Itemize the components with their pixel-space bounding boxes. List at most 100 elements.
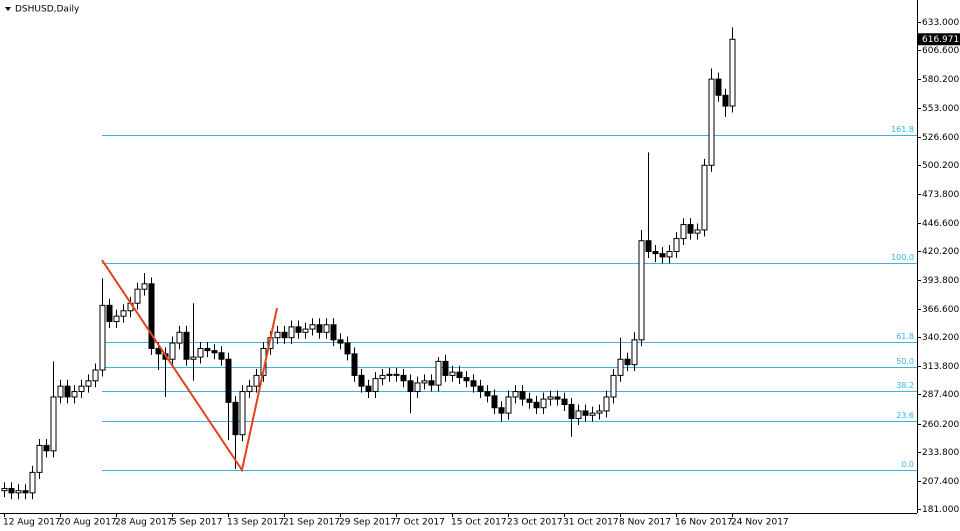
candle-body (288, 326, 295, 339)
candle-body (645, 240, 652, 252)
candle-body (694, 229, 701, 234)
x-tick-label: 24 Nov 2017 (731, 518, 789, 528)
fibo-label: 50.0 (896, 357, 914, 366)
candle-body (113, 315, 120, 323)
candle-body (141, 283, 148, 290)
candle-body (57, 385, 64, 398)
candle-body (246, 385, 253, 393)
candle-body (568, 403, 575, 419)
y-tick-label: 393.800 (922, 276, 959, 286)
candle-body (442, 360, 449, 376)
candle-body (393, 373, 400, 376)
candle-body (421, 380, 428, 384)
candle-body (652, 250, 659, 255)
candle-body (470, 380, 477, 387)
candle-body (638, 240, 645, 341)
candle-body (323, 324, 330, 333)
candle-body (351, 353, 358, 376)
y-tick-label: 553.000 (922, 104, 959, 114)
candle-body (36, 444, 43, 473)
candle-body (680, 224, 687, 240)
candle-body (575, 410, 582, 419)
y-tick-label: 207.400 (922, 477, 959, 487)
candle-body (337, 339, 344, 344)
price-label-bg (918, 33, 960, 46)
candle-body (190, 356, 197, 360)
candle-body (134, 288, 141, 304)
candle-body (540, 398, 547, 409)
x-tick-label: 21 Sep 2017 (283, 518, 340, 528)
y-tick-label: 606.600 (922, 46, 959, 56)
candle-body (603, 396, 610, 412)
candle-body (106, 304, 113, 323)
candle-body (596, 410, 603, 414)
x-tick-label: 23 Oct 2017 (507, 518, 563, 528)
x-tick-label: 31 Oct 2017 (563, 518, 619, 528)
menu-arrow[interactable] (5, 7, 11, 11)
candle-body (197, 347, 204, 358)
candle-body (176, 331, 183, 344)
fibo-label: 100.0 (891, 253, 914, 262)
candle-body (617, 358, 624, 376)
candle-body (78, 385, 85, 393)
candle-body (365, 385, 372, 393)
candle-body (708, 78, 715, 166)
x-tick-label: 28 Aug 2017 (115, 518, 173, 528)
candle-body (610, 374, 617, 398)
x-tick-label: 5 Sep 2017 (171, 518, 222, 528)
candle-body (456, 371, 463, 379)
candle-body (533, 401, 540, 409)
candle-body (15, 490, 22, 494)
x-tick-label: 8 Nov 2017 (619, 518, 671, 528)
candle-body (673, 238, 680, 252)
x-tick-label: 16 Nov 2017 (675, 518, 733, 528)
candle-body (155, 347, 162, 355)
candle-body (204, 347, 211, 352)
fibo-label: 23.6 (896, 411, 914, 420)
candle-body (400, 374, 407, 382)
candle-body (624, 358, 631, 366)
candle-body (722, 94, 729, 107)
candle-body (449, 371, 456, 376)
candle-body (358, 374, 365, 387)
x-tick-label: 13 Sep 2017 (227, 518, 284, 528)
candle-body (463, 377, 470, 382)
y-tick-label: 500.200 (922, 161, 959, 171)
candle-body (484, 391, 491, 397)
candle-body (211, 350, 218, 354)
x-tick-label: 20 Aug 2017 (59, 518, 117, 528)
candle-body (631, 339, 638, 366)
y-tick-label: 526.600 (922, 133, 959, 143)
candle-body (526, 398, 533, 403)
candle-body (330, 324, 337, 341)
y-tick-label: 340.200 (922, 333, 959, 343)
y-tick-label: 181.000 (922, 505, 959, 515)
candle-body (148, 283, 155, 349)
candle-body (8, 488, 15, 494)
candle-body (50, 396, 57, 452)
y-tick-label: 446.600 (922, 219, 959, 229)
candle-body (519, 391, 526, 400)
candle-body (659, 253, 666, 258)
candle-body (505, 396, 512, 414)
candle-body (498, 407, 505, 414)
zigzag (101, 259, 278, 473)
y-tick-label: 366.600 (922, 305, 959, 315)
candle-body (554, 396, 561, 400)
candle-body (99, 304, 106, 371)
y-tick-label: 473.800 (922, 190, 959, 200)
fibo-label: 38.2 (896, 381, 914, 390)
candle-body (428, 380, 435, 386)
candle-body (666, 250, 673, 258)
candle-body (491, 395, 498, 409)
y-tick-label: 287.400 (922, 390, 959, 400)
candle-body (281, 331, 288, 339)
y-tick-label: 233.800 (922, 448, 959, 458)
candle-body (729, 38, 736, 107)
candle-body (344, 342, 351, 355)
chart-title: DSHUSD,Daily (15, 5, 80, 15)
price-label: 616.971 (922, 35, 959, 45)
candle-body (1, 488, 8, 492)
candle-body (169, 342, 176, 360)
